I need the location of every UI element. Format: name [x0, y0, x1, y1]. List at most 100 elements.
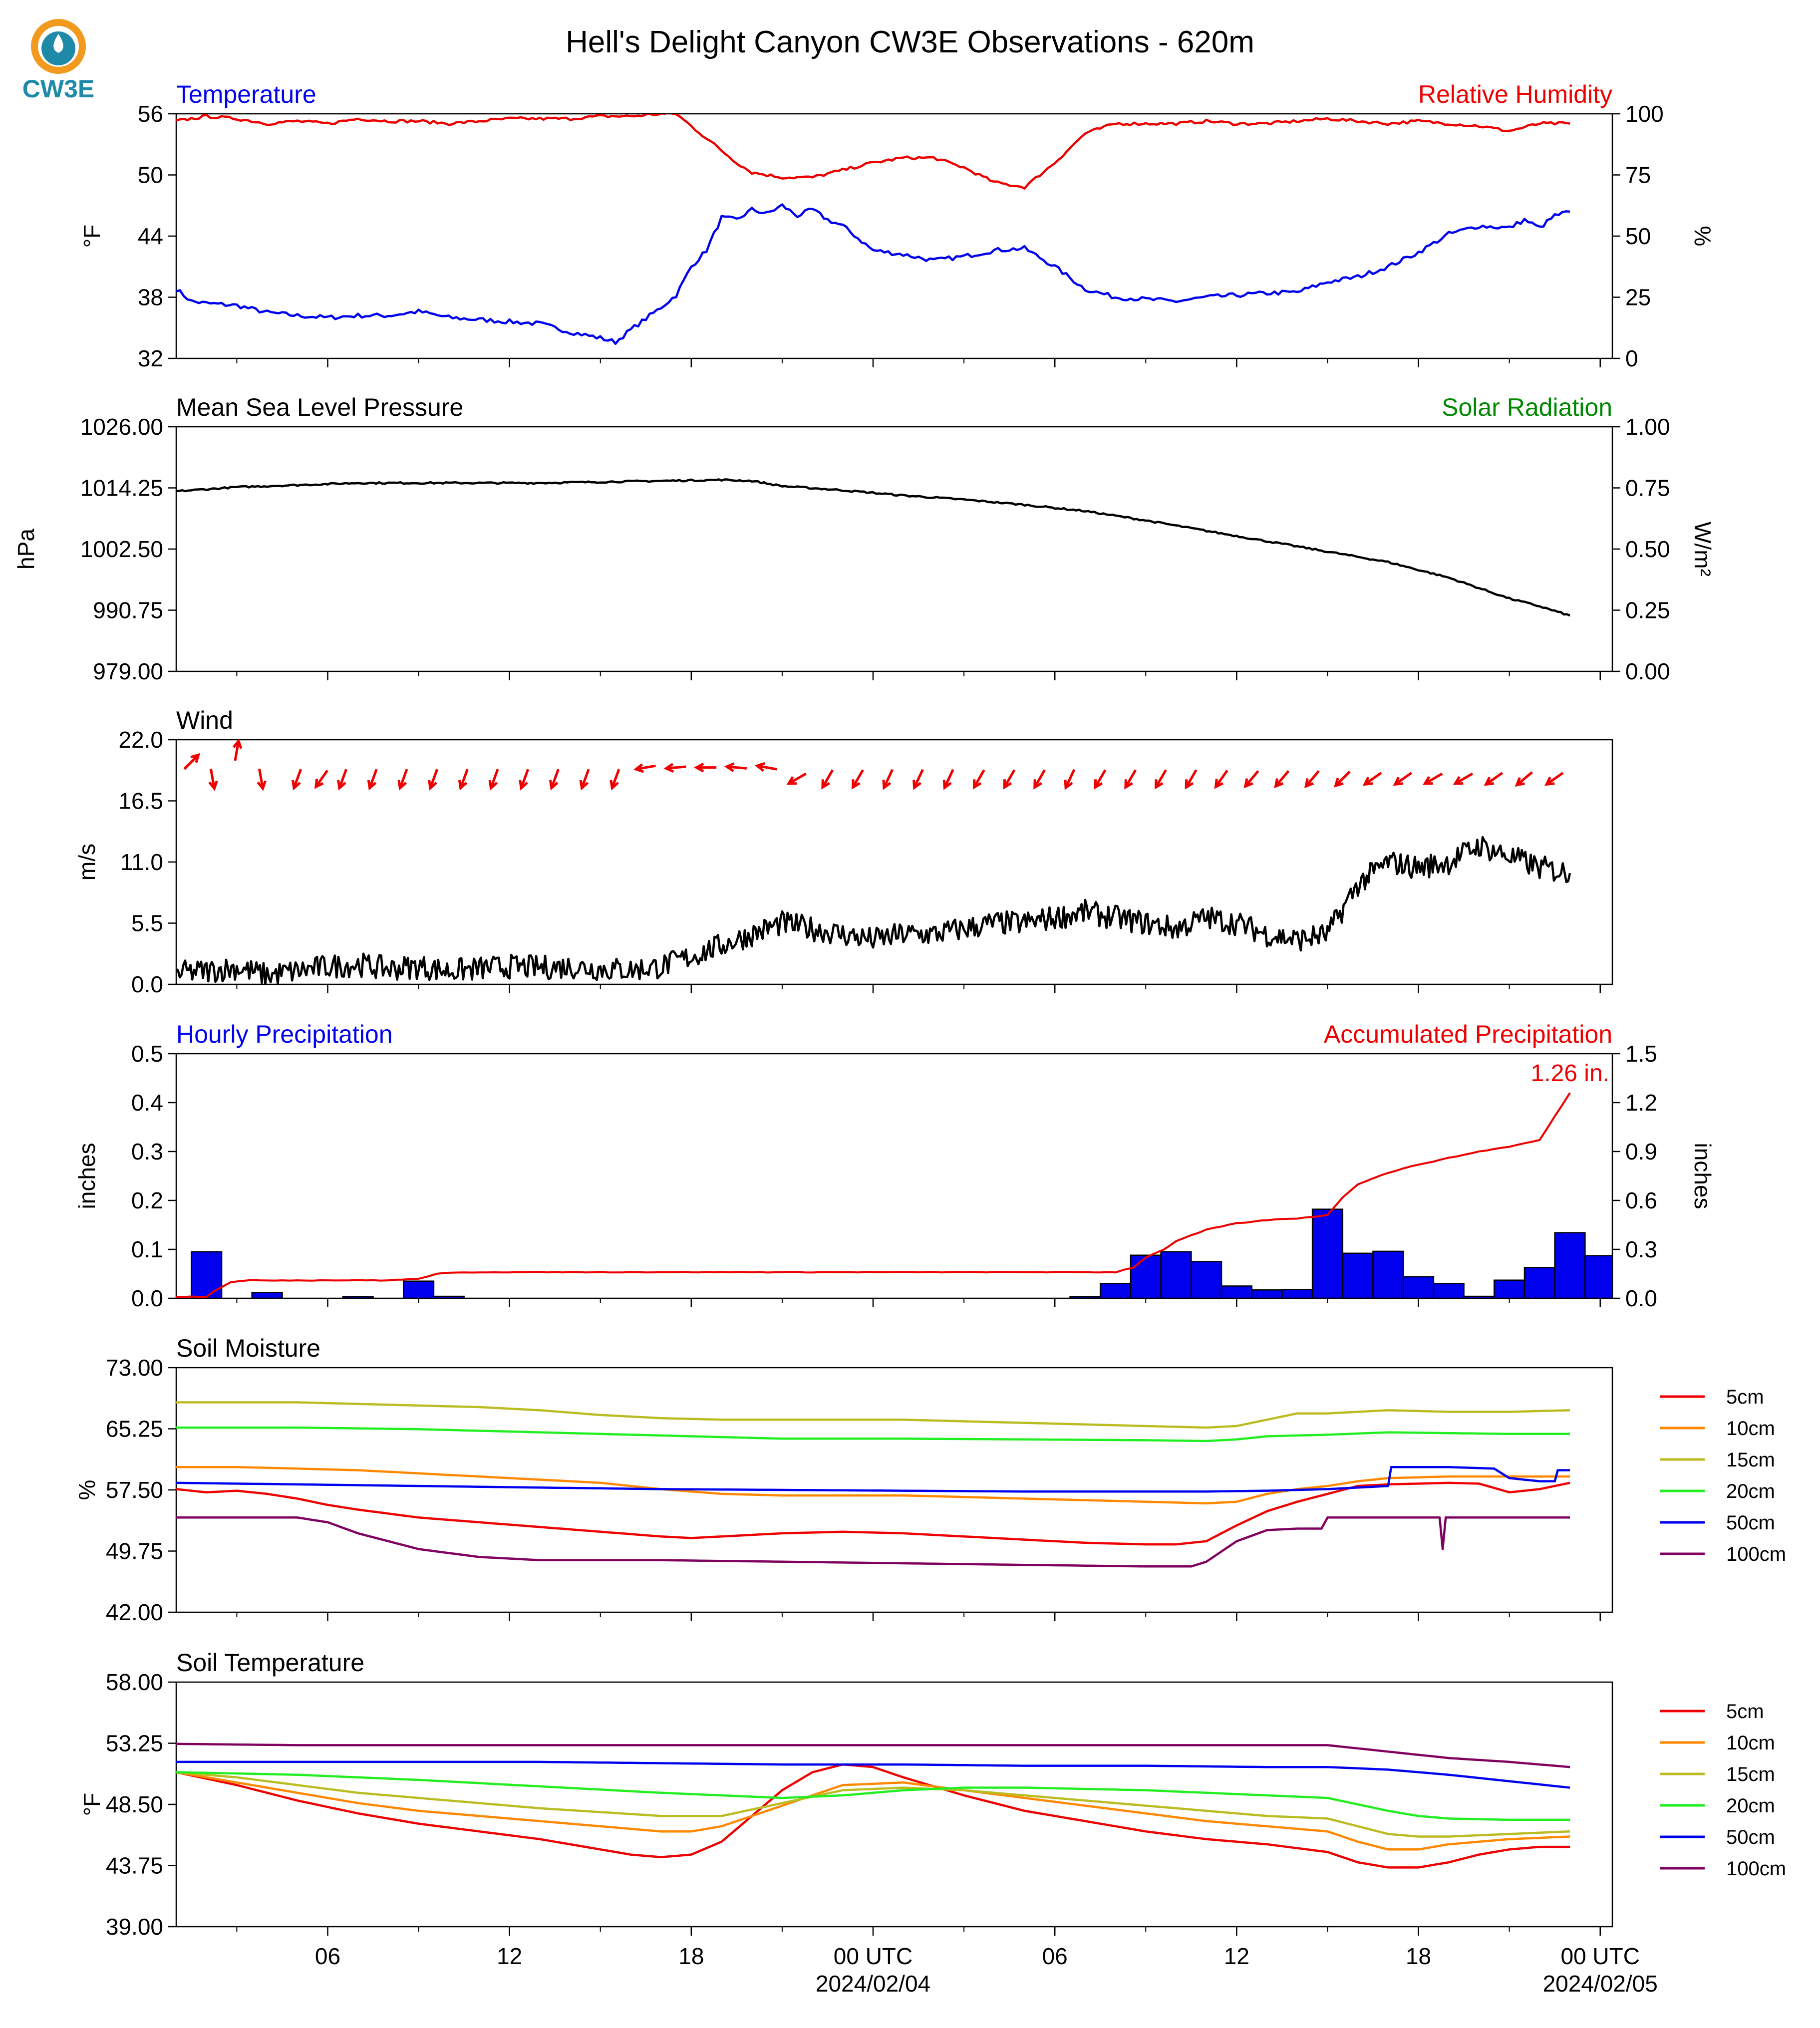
y-right-tick-label: 0.9: [1625, 1139, 1657, 1164]
wind-arrow-icon: [821, 769, 834, 790]
precip-bar: [1342, 1252, 1374, 1298]
plot-frame: [175, 1681, 1613, 1928]
x-tick-date-label: 2024/02/04: [816, 1971, 930, 1997]
wind-arrow-icon: [208, 768, 218, 791]
series-line-5cm: [176, 1481, 1570, 1546]
series-line-5cm: [176, 1763, 1570, 1869]
x-tick-date-label: 2024/02/05: [1543, 1971, 1658, 1997]
y-tick-label: 16.5: [118, 788, 163, 814]
logo-drop-icon: [53, 34, 63, 53]
x-tick-label: 12: [1224, 1943, 1249, 1969]
legend-label: 15cm: [1726, 1449, 1775, 1471]
y-right-tick-label: 0.6: [1625, 1187, 1657, 1213]
y-tick-label: 979.00: [93, 658, 163, 684]
wind-arrow-icon: [1453, 772, 1474, 785]
logo-ring-icon: [31, 19, 86, 74]
precip-bar: [251, 1291, 283, 1298]
panel-title-left: Soil Moisture: [176, 1334, 320, 1362]
precip-bar: [1220, 1285, 1252, 1298]
wind-arrow-icon: [1124, 769, 1137, 790]
wind-arrow-icon: [183, 753, 201, 770]
wind-arrow-icon: [1423, 772, 1443, 785]
y-right-axis-label: W/m²: [1690, 522, 1716, 577]
wind-arrow-icon: [1274, 770, 1290, 789]
accum-precip-line: [176, 1092, 1571, 1298]
y-tick-label: 44: [138, 223, 163, 249]
y-tick-label: 43.75: [106, 1853, 163, 1879]
chart-panels: Temperature Relative Humidity 32 38 44 50 56 0 2…: [13, 80, 1786, 1997]
wind-arrow-icon: [292, 769, 302, 791]
panel-title-left: Hourly Precipitation: [176, 1020, 393, 1048]
wind-arrow-icon: [1304, 770, 1320, 789]
wind-arrow-icon: [1094, 769, 1107, 790]
logo-text: CW3E: [22, 75, 94, 103]
wind-arrow-icon: [337, 769, 348, 791]
panel-title-right: Solar Radiation: [1442, 393, 1612, 421]
precip-bar: [1372, 1250, 1404, 1298]
precip-bar: [1584, 1255, 1612, 1298]
wind-arrow-icon: [1064, 769, 1076, 790]
precip-bar: [191, 1251, 223, 1298]
legend-label: 100cm: [1726, 1543, 1786, 1565]
precip-bar: [1251, 1289, 1283, 1298]
precip-bar: [402, 1280, 435, 1298]
y-right-tick-label: 75: [1625, 162, 1651, 188]
wind-arrow-icon: [882, 769, 894, 790]
precip-bar: [1160, 1251, 1192, 1298]
legend-label: 10cm: [1726, 1418, 1775, 1440]
wind-arrow-icon: [367, 769, 378, 791]
y-tick-label: 1002.50: [80, 536, 163, 562]
wind-arrow-icon: [912, 769, 924, 790]
precip-bar: [1130, 1254, 1162, 1298]
wind-arrow-icon: [549, 769, 560, 791]
wind-arrow-icon: [1214, 770, 1228, 789]
y-tick-label: 0.5: [131, 1041, 163, 1067]
precip-bar: [433, 1295, 465, 1298]
panel-soil-moisture: Soil Moisture 42.00 49.75 57.50 65.25 73.00% 5…: [74, 1334, 1786, 1625]
panel-title-left: Temperature: [176, 80, 316, 108]
series-line-s0: [176, 203, 1570, 345]
precip-bar: [1069, 1296, 1101, 1298]
series-line-100cm: [176, 1516, 1570, 1568]
y-tick-label: 53.25: [106, 1731, 163, 1756]
panel-temp-rh: Temperature Relative Humidity 32 38 44 50 56 0 2…: [79, 80, 1716, 371]
wind-arrow-icon: [1544, 772, 1564, 786]
precip-bar: [1554, 1232, 1586, 1298]
panel-title-left: Wind: [176, 706, 233, 734]
wind-arrow-icon: [1155, 769, 1167, 790]
y-tick-label: 990.75: [93, 597, 163, 623]
wind-arrow-icon: [314, 770, 328, 789]
y-axis-label: m/s: [74, 844, 100, 880]
y-tick-label: 48.50: [106, 1791, 163, 1817]
series-line-10cm: [176, 1465, 1570, 1505]
x-tick-label: 06: [315, 1943, 340, 1969]
y-tick-label: 57.50: [106, 1477, 163, 1503]
y-right-tick-label: 0: [1625, 345, 1638, 371]
y-tick-label: 39.00: [106, 1914, 163, 1940]
precip-bar: [1402, 1276, 1435, 1298]
page-title: Hell's Delight Canyon CW3E Observations …: [566, 25, 1254, 59]
y-right-axis-label: %: [1690, 226, 1716, 247]
series-line-s0: [176, 478, 1570, 617]
y-tick-label: 1014.25: [80, 475, 163, 501]
y-tick-label: 0.0: [131, 1285, 163, 1311]
wind-arrow-icon: [754, 762, 777, 772]
legend: 5cm 10cm 15cm 20cm 50cm 100cm: [1660, 1701, 1786, 1880]
y-tick-label: 58.00: [106, 1669, 163, 1695]
y-tick-label: 0.3: [131, 1139, 163, 1164]
y-tick-label: 22.0: [118, 727, 163, 753]
y-axis-label: °F: [79, 225, 105, 248]
y-tick-label: 73.00: [106, 1355, 163, 1381]
wind-arrow-icon: [428, 769, 439, 791]
y-right-tick-label: 0.25: [1625, 597, 1670, 623]
series-line-50cm: [176, 1760, 1570, 1789]
y-right-tick-label: 1.2: [1625, 1090, 1657, 1116]
legend-label: 50cm: [1726, 1512, 1775, 1534]
y-tick-label: 1026.00: [80, 414, 163, 440]
wind-arrow-icon: [663, 763, 686, 773]
y-axis-label: %: [74, 1480, 100, 1500]
series-line-s1: [176, 114, 1570, 190]
panel-title-right: Accumulated Precipitation: [1324, 1020, 1612, 1048]
precip-bar: [1191, 1261, 1222, 1298]
y-tick-label: 0.0: [131, 971, 163, 997]
